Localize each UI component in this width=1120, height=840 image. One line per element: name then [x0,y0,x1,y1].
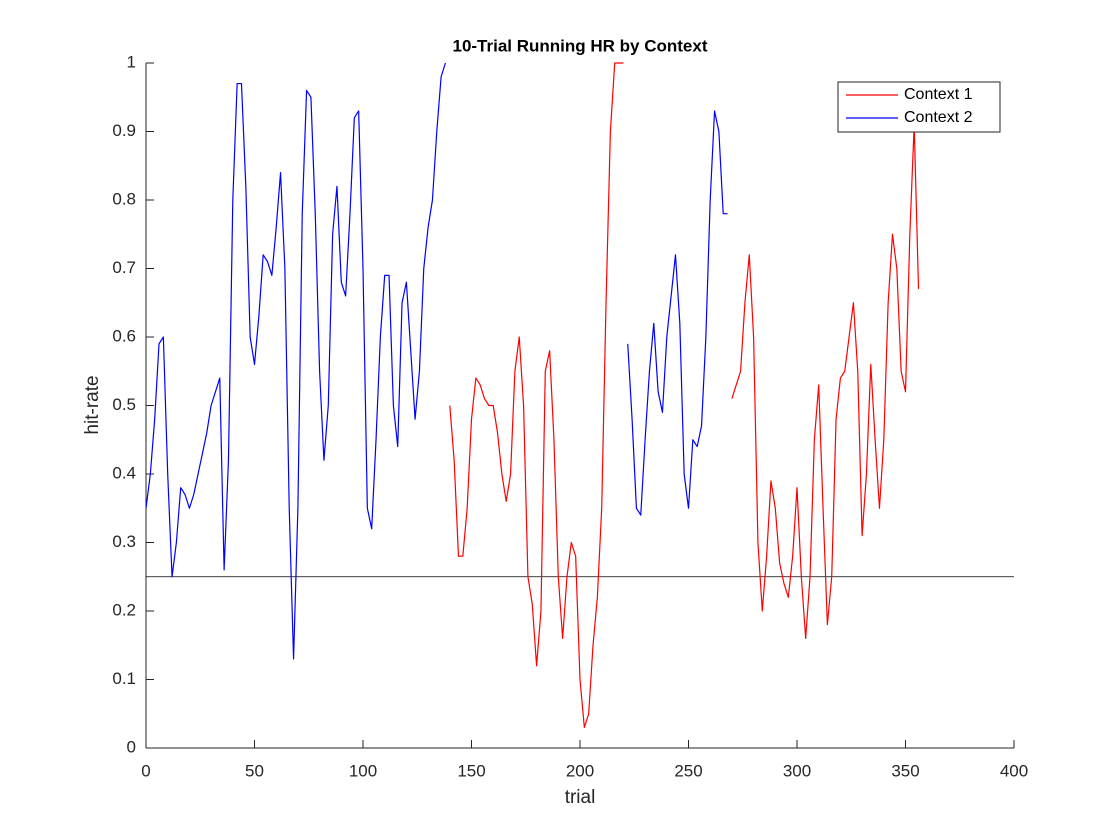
x-tick-label: 0 [141,761,150,780]
legend-label: Context 2 [904,109,973,126]
y-tick-label: 0.2 [112,600,136,619]
y-tick-label: 0 [127,737,136,756]
x-tick-label: 300 [783,761,811,780]
y-tick-label: 0.5 [112,395,136,414]
chart-title: 10-Trial Running HR by Context [452,36,707,55]
x-tick-label: 250 [674,761,702,780]
series-line [449,62,920,729]
y-tick-label: 0.8 [112,189,136,208]
legend-box [837,81,1001,133]
y-tick-label: 1 [127,52,136,71]
y-tick-label: 0.3 [112,532,136,551]
y-tick-label: 0.6 [112,326,136,345]
y-tick-label: 0.4 [112,463,136,482]
x-tick-label: 100 [349,761,377,780]
series-line [145,62,728,660]
x-tick-label: 200 [566,761,594,780]
x-axis-label: trial [565,787,596,808]
legend-label: Context 1 [904,86,973,103]
x-tick-label: 400 [1000,761,1028,780]
x-tick-label: 150 [457,761,485,780]
x-tick-label: 350 [891,761,919,780]
y-tick-label: 0.9 [112,121,136,140]
x-tick-label: 50 [245,761,264,780]
y-axis-label: hit-rate [82,375,103,434]
y-tick-label: 0.1 [112,669,136,688]
y-tick-label: 0.7 [112,258,136,277]
